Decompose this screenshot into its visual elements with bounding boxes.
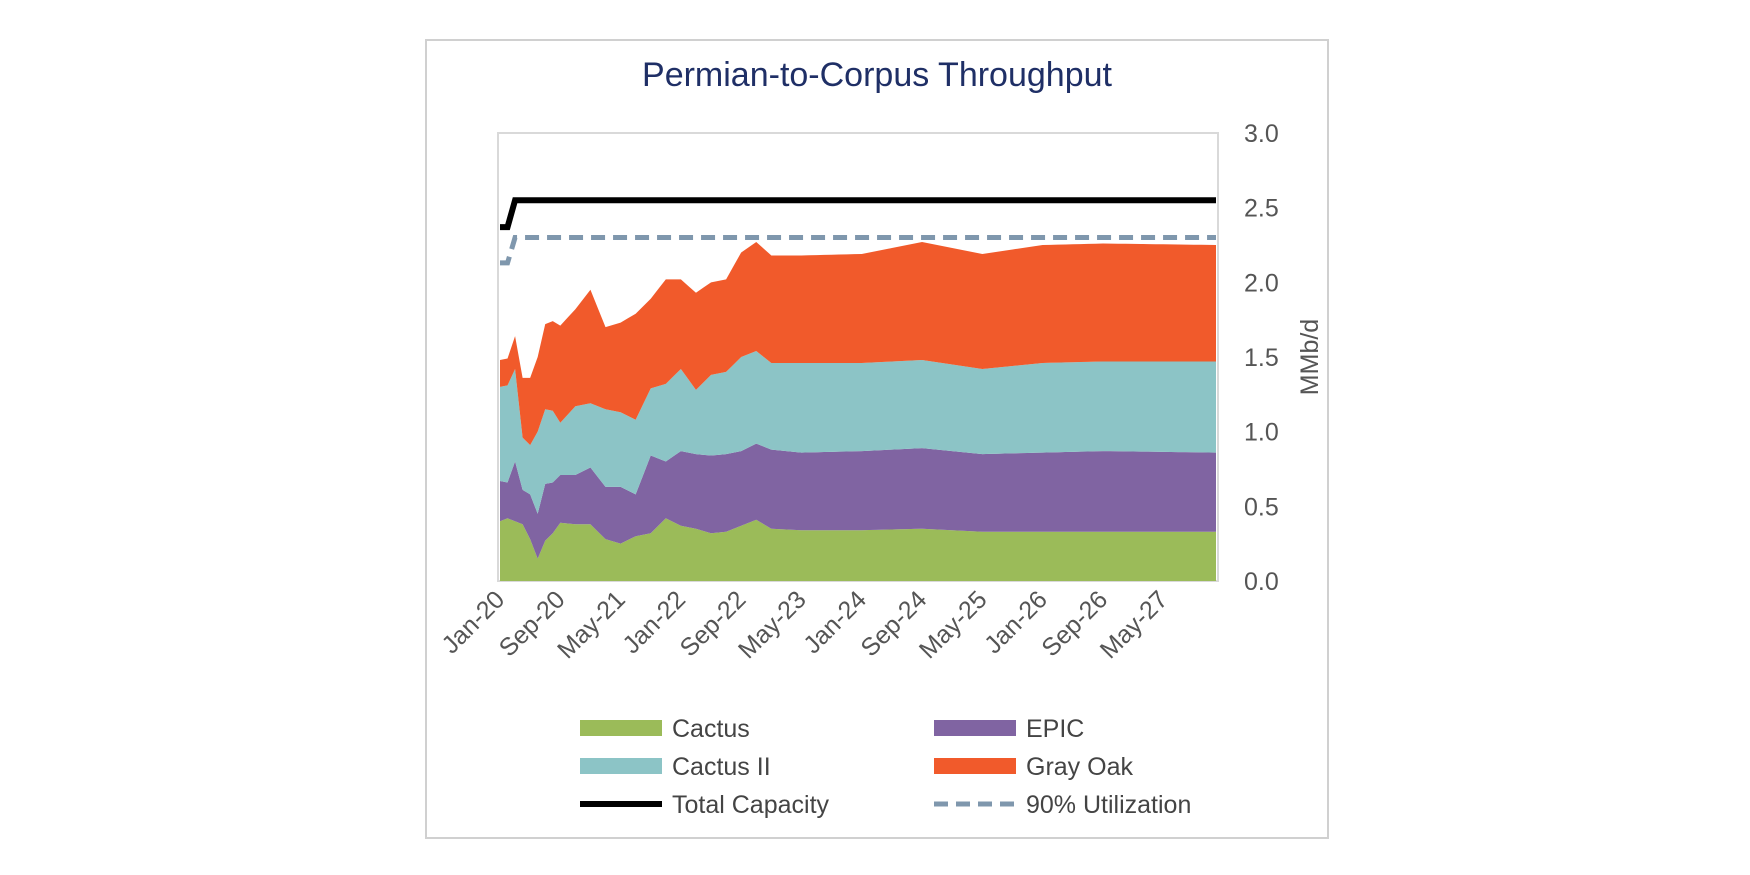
legend: Cactus EPIC Cactus II Gray Oak Total Capacit… — [580, 715, 1191, 819]
legend-swatch — [934, 758, 1016, 774]
y-tick-label: 3.0 — [1244, 120, 1279, 148]
x-axis-ticks: Jan-20Sep-20May-21Jan-22Sep-22May-23Jan-… — [436, 585, 1173, 664]
legend-label: EPIC — [1026, 715, 1084, 743]
legend-item-90-utilization: 90% Utilization — [934, 791, 1191, 819]
area-cactus — [500, 518, 1216, 581]
legend-label: Gray Oak — [1026, 753, 1133, 781]
line-90-utilization — [500, 235, 1216, 266]
y-axis-ticks: 0.0 0.5 1.0 1.5 2.0 2.5 3.0 — [1244, 120, 1279, 596]
legend-label: Total Capacity — [672, 791, 830, 819]
y-tick-label: 1.5 — [1244, 344, 1279, 372]
legend-label: 90% Utilization — [1026, 791, 1191, 819]
line-total-capacity — [500, 197, 1216, 231]
legend-swatch — [580, 758, 662, 774]
y-axis-title: MMb/d — [1296, 319, 1324, 395]
area-gray-oak — [500, 242, 1216, 446]
x-tick-label: May-27 — [1095, 585, 1174, 664]
area-cactus-ii — [500, 351, 1216, 514]
y-tick-label: 0.5 — [1244, 493, 1279, 521]
legend-item-cactus-ii: Cactus II — [580, 753, 771, 781]
area-epic — [500, 443, 1216, 559]
y-tick-label: 0.0 — [1244, 568, 1279, 596]
legend-swatch — [934, 720, 1016, 736]
y-tick-label: 2.0 — [1244, 269, 1279, 297]
x-tick-label: May-25 — [914, 585, 993, 664]
legend-item-gray-oak: Gray Oak — [934, 753, 1133, 781]
legend-swatch — [580, 720, 662, 736]
chart-title: Permian-to-Corpus Throughput — [642, 56, 1112, 94]
legend-item-epic: EPIC — [934, 715, 1084, 743]
x-tick-label: May-21 — [552, 585, 631, 664]
x-tick-label: May-23 — [733, 585, 812, 664]
legend-item-cactus: Cactus — [580, 715, 750, 743]
y-tick-label: 1.0 — [1244, 419, 1279, 447]
y-tick-label: 2.5 — [1244, 195, 1279, 223]
legend-label: Cactus — [672, 715, 750, 743]
legend-item-total-capacity: Total Capacity — [580, 791, 830, 819]
legend-label: Cactus II — [672, 753, 771, 781]
lines-layer — [500, 197, 1216, 266]
areas-layer — [500, 242, 1216, 581]
